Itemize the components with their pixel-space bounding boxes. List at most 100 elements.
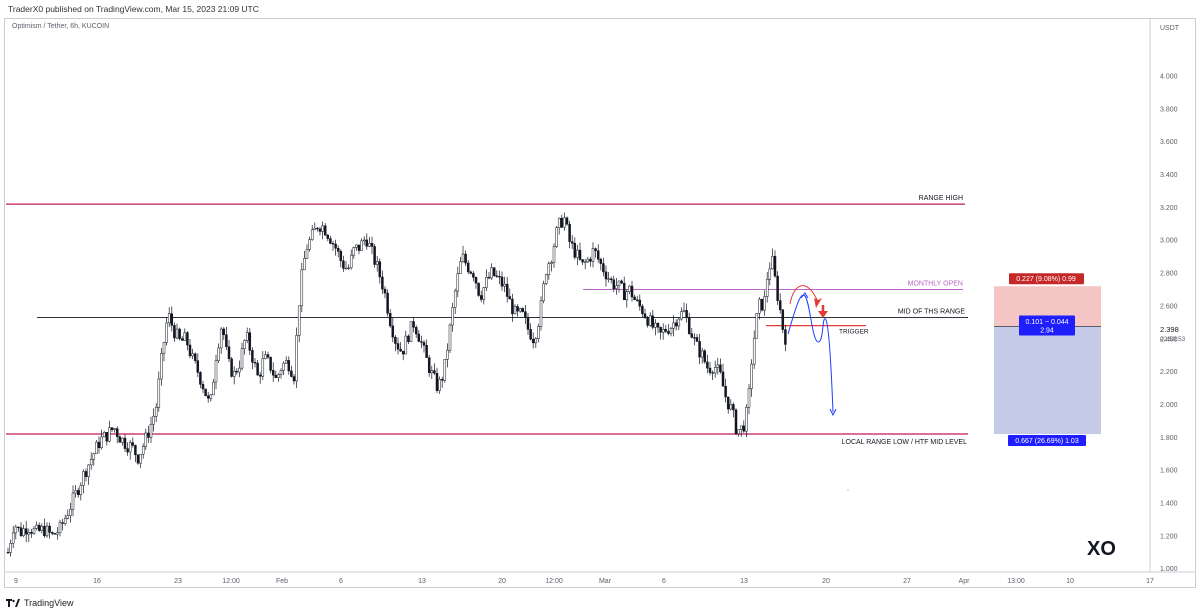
candle-up — [544, 274, 548, 284]
candle-down — [596, 250, 600, 260]
candle-up — [355, 244, 358, 248]
candle-up — [300, 269, 304, 307]
red-projection-arrow — [789, 285, 819, 305]
symbol-title: Optimism / Tether, 6h, KUCOIN — [12, 23, 110, 30]
candle-up — [310, 229, 314, 240]
candle-down — [365, 239, 369, 247]
tradingview-brand: TradingView — [24, 598, 74, 608]
price-tick-label: 2.600 — [1160, 303, 1178, 310]
candle-down — [173, 325, 176, 339]
candle-down — [316, 227, 319, 230]
candle-up — [430, 370, 434, 373]
candle-down — [581, 259, 584, 263]
price-tick-label: 1.200 — [1160, 533, 1178, 540]
candle-up — [682, 310, 686, 312]
candle-down — [118, 436, 122, 443]
candle-up — [552, 246, 556, 263]
candle-up — [755, 312, 759, 339]
candle-down — [778, 300, 782, 311]
candle-down — [206, 395, 210, 399]
candle-down — [396, 343, 400, 350]
target-badge — [1008, 435, 1086, 447]
candle-down — [495, 275, 499, 277]
candle-down — [326, 234, 330, 239]
candle-up — [490, 267, 493, 279]
candle-up — [45, 525, 49, 537]
candle-up — [183, 332, 187, 341]
candle-down — [76, 490, 80, 496]
price-tick-label: 1.600 — [1160, 468, 1178, 475]
candle-down — [422, 342, 426, 346]
range-low-label: LOCAL RANGE LOW / HTF MID LEVEL — [842, 439, 967, 446]
candle-up — [518, 308, 522, 312]
price-tick-label: 2.800 — [1160, 271, 1178, 278]
blue-arrow-head — [829, 408, 837, 417]
candle-down — [253, 362, 257, 364]
candle-down — [721, 371, 725, 387]
candle-down — [19, 527, 23, 536]
candle-down — [269, 356, 272, 371]
candle-up — [513, 306, 517, 315]
candle-down — [225, 334, 228, 347]
candle-down — [50, 532, 54, 534]
candle-down — [635, 299, 639, 301]
stray-dot — [847, 489, 849, 491]
candle-up — [700, 350, 704, 358]
price-tick-label: 3.200 — [1160, 205, 1178, 212]
candle-down — [433, 370, 436, 374]
time-tick-label: 6 — [662, 578, 666, 585]
candle-down — [732, 404, 735, 411]
time-tick-label: 13 — [418, 578, 426, 585]
candle-up — [240, 348, 244, 369]
candle-down — [469, 271, 473, 274]
entry-badge-line-1: 0.101 − 0.044 — [1025, 319, 1068, 326]
candle-down — [760, 298, 764, 311]
candle-down — [48, 525, 51, 533]
candle-up — [92, 453, 96, 460]
candle-up — [71, 492, 75, 510]
candle-down — [594, 248, 597, 252]
candle-down — [105, 432, 109, 442]
candle-up — [219, 328, 223, 349]
candle-down — [479, 295, 483, 300]
candle-up — [100, 436, 103, 449]
candle-up — [152, 416, 155, 425]
candle-down — [719, 364, 722, 373]
candle-down — [570, 241, 574, 244]
candle-up — [232, 370, 236, 377]
time-tick-label: 16 — [93, 578, 101, 585]
candle-up — [648, 315, 652, 326]
watermark-xo: XO — [1087, 538, 1116, 560]
candle-down — [248, 332, 252, 351]
candle-up — [360, 240, 363, 251]
candle-down — [773, 256, 777, 277]
candle-up — [459, 261, 462, 274]
candle-down — [274, 374, 278, 378]
candle-up — [63, 518, 67, 524]
candle-down — [287, 360, 291, 372]
candle-down — [464, 253, 467, 264]
time-tick-label: 20 — [498, 578, 506, 585]
candle-up — [625, 291, 629, 301]
price-tick-label: 2.000 — [1160, 402, 1178, 409]
candle-down — [420, 341, 423, 343]
candle-down — [565, 217, 569, 225]
candle-up — [27, 532, 31, 535]
candle-down — [357, 244, 361, 251]
candle-down — [508, 296, 512, 300]
stop-badge-label: 0.227 (9.08%) 0.99 — [1016, 276, 1076, 283]
candle-down — [97, 441, 101, 449]
candle-up — [750, 363, 753, 389]
candle-down — [147, 432, 150, 438]
candle-down — [391, 325, 395, 338]
candle-up — [713, 367, 717, 374]
red-arrow-head — [814, 298, 822, 308]
candle-down — [726, 396, 730, 410]
candle-up — [157, 378, 161, 408]
candle-up — [461, 253, 465, 263]
candle-down — [425, 345, 428, 358]
candle-down — [271, 370, 275, 376]
candle-down — [604, 271, 608, 280]
candle-down — [524, 311, 527, 318]
